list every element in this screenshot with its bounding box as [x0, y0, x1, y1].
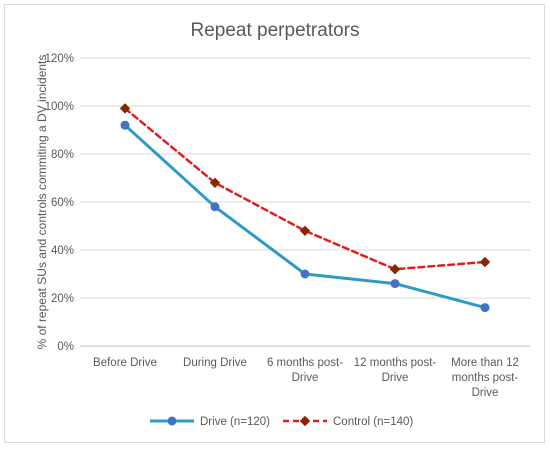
y-tick-label: 60% [51, 197, 74, 209]
legend-entry: Control (n=140) [283, 415, 413, 428]
x-tick-label: More than 12 months post-Drive [451, 357, 519, 399]
x-tick-label: During Drive [183, 357, 247, 369]
legend: Drive (n=120) Control (n=140) [150, 415, 413, 428]
data-point [299, 225, 311, 237]
y-tick-label: 100% [45, 101, 74, 113]
data-point [210, 202, 220, 212]
y-axis-label: % of repeat SUs and controls commiting a… [35, 55, 49, 350]
x-tick-label: 6 months post-Drive [267, 357, 343, 384]
legend-marker [167, 416, 177, 426]
legend-label: Control (n=140) [333, 416, 413, 428]
legend-entry: Drive (n=120) [150, 416, 270, 428]
data-point [389, 263, 401, 275]
data-point [300, 269, 310, 279]
y-tick-label: 0% [57, 341, 74, 353]
data-point [390, 279, 400, 289]
y-tick-label: 80% [51, 149, 74, 161]
data-point [120, 120, 130, 130]
y-tick-label: 40% [51, 245, 74, 257]
series-layer [119, 103, 491, 313]
y-axis-tick-labels: 0% 20% 40% 60% 80% 100% 120% [45, 53, 74, 353]
chart-frame [4, 4, 545, 443]
chart-title: Repeat perpetrators [191, 20, 360, 41]
data-point [119, 103, 131, 114]
data-point [209, 177, 221, 189]
x-axis-tick-labels: Before Drive During Drive 6 months post-Dr… [93, 357, 519, 399]
x-tick-label: 12 months post-Drive [354, 357, 437, 384]
series-control [119, 103, 491, 275]
legend-label: Drive (n=120) [200, 416, 270, 428]
y-tick-label: 20% [51, 293, 74, 305]
series-drive [120, 120, 490, 313]
data-point [480, 303, 490, 313]
legend-marker [299, 415, 311, 427]
x-tick-label: Before Drive [93, 357, 157, 369]
y-tick-label: 120% [45, 53, 74, 65]
data-point [479, 256, 491, 268]
